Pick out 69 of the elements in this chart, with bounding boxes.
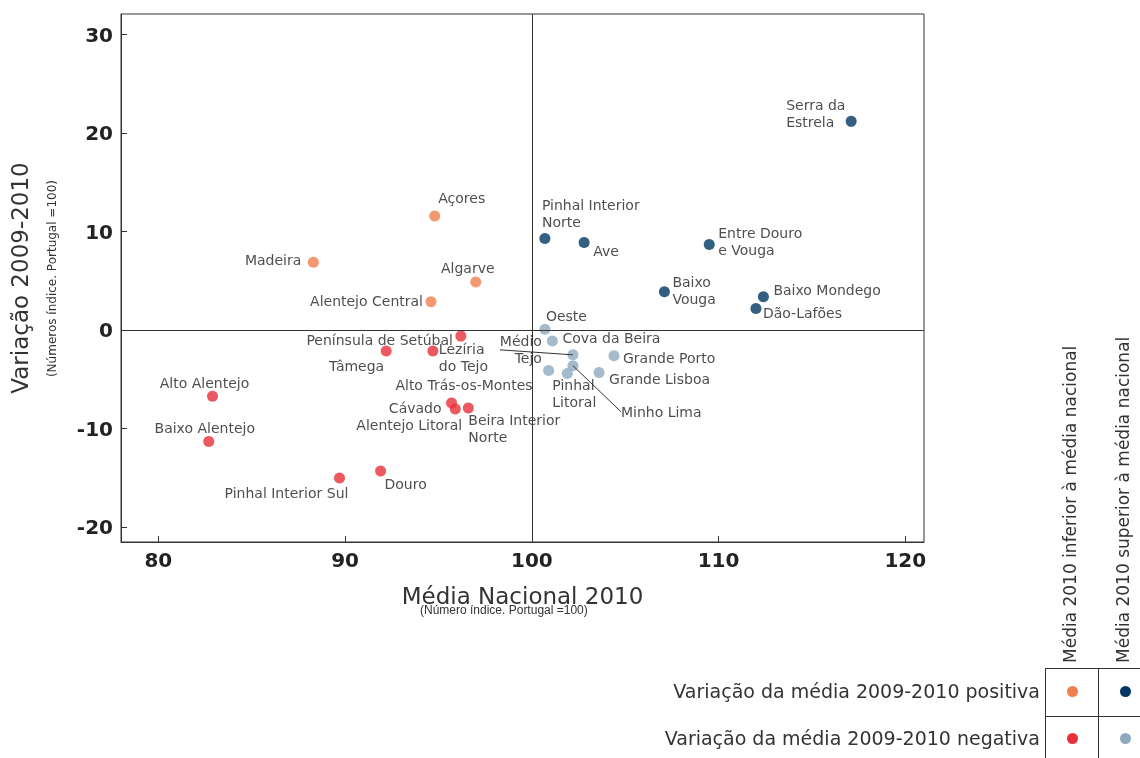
annotation: Dão-Lafões [762, 304, 842, 321]
x-tick-label: 80 [144, 548, 173, 572]
point [703, 239, 715, 250]
point [380, 345, 392, 357]
point [546, 335, 558, 347]
point [470, 276, 482, 288]
point [593, 367, 605, 379]
point [567, 349, 579, 361]
y-tick-label: -10 [76, 416, 113, 441]
y-axis-title: Variação 2009-2010 [6, 162, 33, 394]
x-tick-label: 110 [697, 548, 740, 572]
annotation: Alentejo Litoral [356, 417, 463, 434]
point [608, 350, 620, 362]
point [427, 345, 439, 357]
x-tick-label: 100 [510, 548, 553, 572]
y-tick-label: 30 [85, 22, 113, 47]
annotation: Baixo Alentejo [154, 419, 255, 436]
annotation: Madeira [244, 252, 302, 269]
point [543, 365, 555, 377]
y-tick-label: -20 [76, 515, 113, 540]
annotation: Oeste [545, 308, 587, 325]
annotation: Grande Lisboa [609, 370, 711, 387]
annotation: Baixo Vouga [672, 274, 716, 308]
point [207, 390, 218, 402]
annotation: Entre Douro e Vouga [718, 225, 803, 259]
annotation: Pinhal Interior Norte [541, 197, 640, 231]
annotation: Alentejo Central [310, 292, 423, 309]
annotation: Açores [438, 189, 486, 206]
point [578, 237, 590, 249]
annotation: Cova da Beira [562, 330, 661, 347]
annotation: Douro [384, 476, 427, 493]
point [567, 360, 579, 372]
x-tick-label: 90 [331, 548, 360, 572]
point [462, 402, 474, 414]
point [429, 210, 441, 222]
annotation: Alto Alentejo [159, 375, 250, 392]
text: Média 2010 inferior à média nacional [1060, 344, 1081, 663]
annotation: Ave [593, 242, 619, 259]
x-tick-label: 120 [884, 548, 927, 572]
point [658, 286, 670, 298]
text: Média 2010 superior à média nacional [1113, 335, 1134, 663]
annotation: Grande Porto [623, 349, 716, 366]
point [539, 233, 551, 245]
text: Variação da média 2009-2010 positiva [673, 680, 1040, 702]
point [845, 115, 857, 127]
text: (Números índice. Portugal =100) [45, 179, 59, 378]
point [334, 472, 345, 484]
y-tick-label: 10 [85, 219, 113, 244]
annotation: Cávado [388, 400, 442, 417]
point [307, 256, 319, 268]
annotation: Alto Trás-os-Montes [395, 376, 533, 393]
annotation: Minho Lima [620, 403, 702, 420]
annotation: Pinhal Interior Sul [224, 484, 349, 501]
point [375, 465, 387, 477]
y-tick-label: 20 [85, 121, 113, 146]
annotation: Tâmega [327, 357, 385, 374]
point [757, 291, 769, 303]
point [561, 368, 573, 380]
point [455, 330, 467, 342]
point [449, 403, 461, 415]
annotation: Serra da Estrela [786, 96, 846, 130]
text: Variação da média 2009-2010 negativa [664, 727, 1040, 749]
y-tick-label: 0 [99, 318, 113, 343]
point [425, 296, 437, 308]
annotation: Algarve [441, 259, 495, 276]
point [203, 436, 215, 448]
point [750, 303, 762, 315]
annotation: Pinhal Litoral [552, 377, 597, 411]
annotation: Baixo Mondego [773, 281, 881, 298]
